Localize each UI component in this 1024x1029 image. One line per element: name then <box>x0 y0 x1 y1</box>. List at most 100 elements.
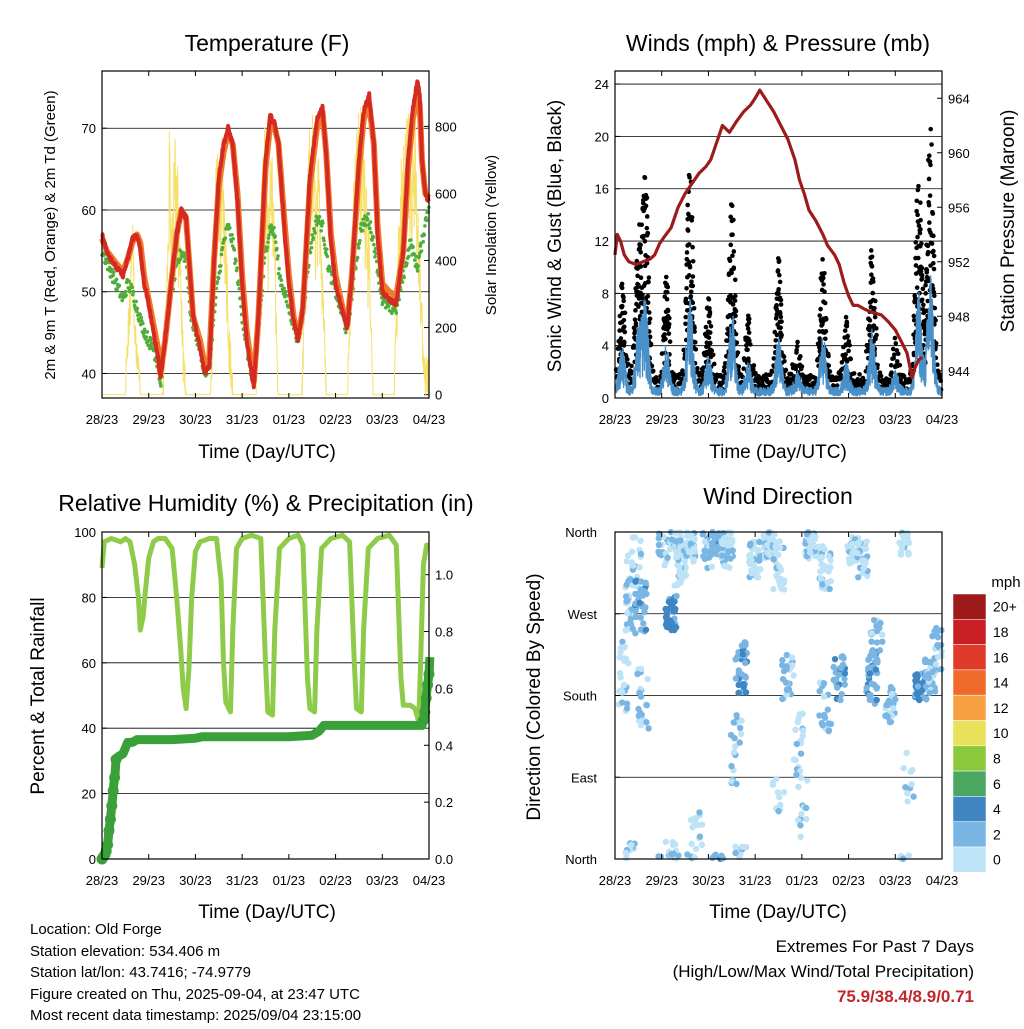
gust-point <box>799 364 805 369</box>
direction-point <box>617 644 625 652</box>
gust-point <box>915 212 920 218</box>
direction-point <box>624 552 632 559</box>
gust-point <box>773 338 779 343</box>
direction-point <box>779 579 786 587</box>
temperature-frame <box>101 70 430 399</box>
winds-xlabel: Time (Day/UTC) <box>709 442 847 463</box>
gust-point <box>707 306 712 311</box>
gust-point <box>925 249 931 255</box>
gust-point <box>919 265 925 271</box>
gust-point <box>692 340 698 345</box>
gust-point <box>734 340 740 345</box>
direction-point <box>732 675 740 682</box>
gust-point <box>776 291 781 297</box>
gust-point <box>746 320 752 326</box>
temperature-xtick-label: 29/23 <box>132 412 165 427</box>
dewpoint-point <box>216 276 221 281</box>
direction-point <box>655 541 663 549</box>
gust-point <box>915 234 920 240</box>
dewpoint-point <box>402 275 406 280</box>
humidity-ytick-label: 20 <box>82 787 96 802</box>
direction-xtick-label: 28/23 <box>599 873 632 888</box>
dewpoint-point <box>284 299 289 304</box>
gust-point <box>636 304 641 309</box>
direction-point <box>727 731 735 739</box>
direction-point <box>925 674 933 682</box>
direction-point <box>637 626 645 633</box>
gust-point <box>895 351 901 357</box>
gust-point <box>778 314 784 320</box>
gust-point <box>931 233 936 239</box>
precipitation-point <box>417 714 429 726</box>
direction-point <box>795 817 802 824</box>
gust-point <box>797 354 803 359</box>
gust-point <box>776 259 782 265</box>
direction-point <box>788 654 796 661</box>
winds-y2tick-label: 948 <box>948 309 970 324</box>
winds-title: Winds (mph) & Pressure (mb) <box>626 30 930 56</box>
gust-point <box>639 309 645 315</box>
gust-point <box>778 297 784 303</box>
direction-point <box>817 575 825 582</box>
direction-point <box>628 559 636 566</box>
gust-point <box>728 242 734 248</box>
direction-point <box>746 542 754 549</box>
direction-point <box>628 548 636 555</box>
gust-point <box>892 352 897 357</box>
gust-point <box>709 348 715 353</box>
direction-point <box>837 696 844 704</box>
gust-point <box>621 295 626 300</box>
gust-point <box>729 270 734 276</box>
direction-point <box>776 793 783 801</box>
gust-point <box>707 311 713 317</box>
gust-point <box>636 282 641 288</box>
gust-point <box>822 336 828 342</box>
humidity-plot-area: 0 20 40 60 80 100 0.0 0.2 0.4 0.6 0.8 1.0 28/23 29/23… <box>74 525 453 888</box>
dewpoint-point <box>357 241 362 246</box>
direction-panel: Wind Direction NorthEastSouthWestNorth28… <box>524 483 958 923</box>
colorbar-swatch <box>952 770 987 797</box>
gust-point <box>665 308 671 314</box>
direction-point <box>826 585 833 593</box>
dewpoint-point <box>319 228 323 233</box>
gust-point <box>664 296 670 302</box>
temperature-ytick-label: 50 <box>82 285 96 300</box>
dewpoint-point <box>265 245 270 250</box>
gust-point <box>722 360 728 366</box>
gust-point <box>842 328 848 333</box>
gust-point <box>911 313 917 319</box>
winds-y2tick-label: 964 <box>948 91 970 106</box>
dewpoint-point <box>415 269 420 273</box>
direction-point <box>643 702 651 709</box>
direction-point <box>938 627 945 634</box>
dewpoint-point <box>234 258 238 263</box>
temperature-ytick-label: 60 <box>82 203 96 218</box>
humidity-xlabel: Time (Day/UTC) <box>198 902 336 923</box>
precipitation-point <box>420 692 432 704</box>
direction-point <box>742 843 749 851</box>
direction-point <box>849 540 856 548</box>
humidity-xtick-label: 01/23 <box>273 873 306 888</box>
gust-point <box>639 296 645 301</box>
gust-point <box>691 306 697 311</box>
gust-point <box>633 323 639 328</box>
direction-point <box>872 666 880 673</box>
winds-y2tick-label: 944 <box>948 364 970 379</box>
direction-point <box>671 607 678 615</box>
direction-point <box>627 619 634 627</box>
dewpoint-point <box>131 292 135 297</box>
gust-point <box>621 340 627 346</box>
direction-point <box>816 687 823 695</box>
gust-point <box>733 293 738 299</box>
temperature-y2tick-label: 0 <box>435 388 442 403</box>
direction-point <box>837 664 844 672</box>
gust-point <box>729 203 735 209</box>
direction-point <box>874 659 881 666</box>
direction-xtick-label: 03/23 <box>879 873 912 888</box>
direction-point <box>799 710 806 717</box>
gust-point <box>778 325 783 331</box>
gust-point <box>684 285 689 291</box>
gust-point <box>689 215 695 220</box>
dewpoint-point <box>355 255 360 260</box>
direction-point <box>717 545 724 553</box>
